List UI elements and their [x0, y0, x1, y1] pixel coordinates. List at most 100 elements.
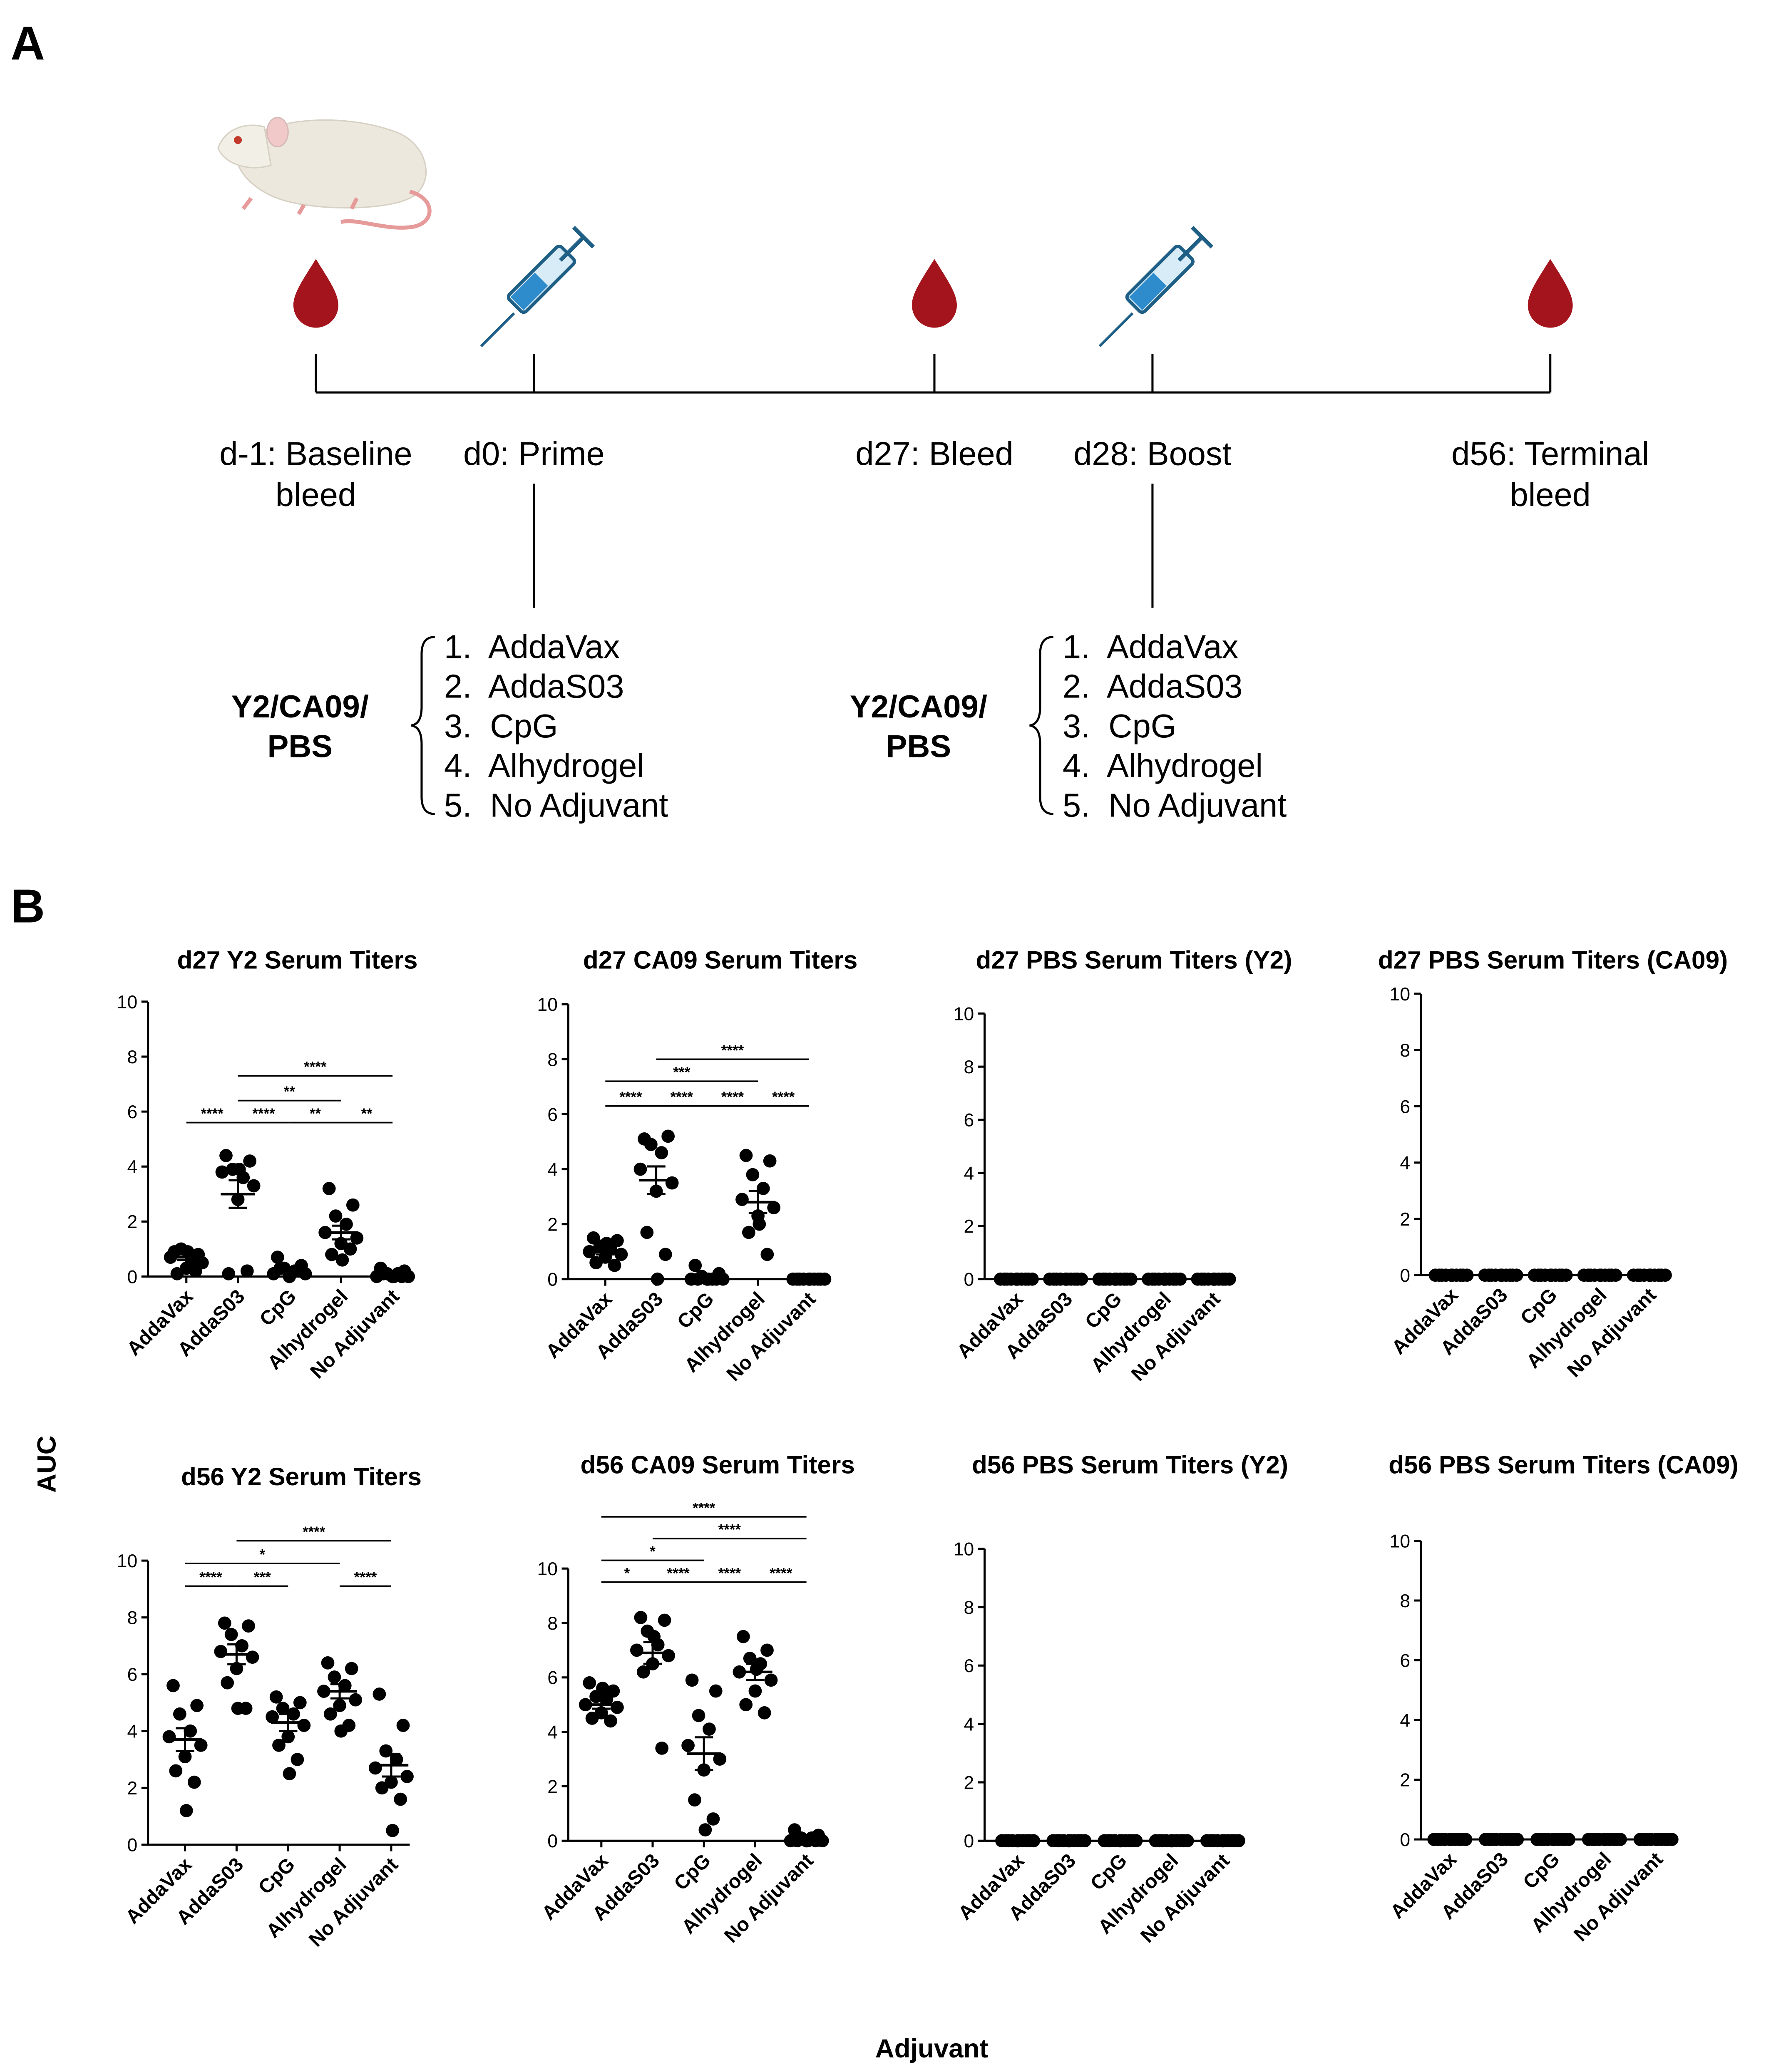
y-tick-label: 2: [547, 1215, 558, 1235]
y-tick-label: 10: [1390, 984, 1410, 1005]
data-point: [658, 1613, 671, 1627]
y-tick-label: 0: [964, 1270, 974, 1290]
y-tick-label: 10: [537, 995, 558, 1015]
data-point: [633, 1162, 647, 1176]
antigen-label: Y2/CA09/: [850, 689, 987, 725]
data-point: [760, 1643, 774, 1657]
significance-label: **: [284, 1084, 296, 1100]
data-point: [345, 1662, 358, 1675]
data-point: [662, 1649, 675, 1663]
data-point: [604, 1714, 617, 1728]
data-point: [742, 1226, 755, 1239]
error-bar: [746, 1663, 765, 1681]
data-point: [630, 1643, 643, 1657]
data-point: [235, 1639, 248, 1653]
chart-title: d27 PBS Serum Titers (CA09): [1378, 946, 1728, 974]
data-point: [368, 1761, 382, 1775]
y-tick-label: 4: [964, 1714, 974, 1735]
y-tick-label: 8: [964, 1598, 974, 1618]
adjuvant-item: 3. CpG: [444, 707, 558, 744]
data-point: [681, 1739, 695, 1752]
data-point: [600, 1237, 614, 1250]
y-tick-label: 10: [954, 1004, 974, 1024]
adjuvant-item: 1. AddaVax: [444, 628, 620, 665]
data-point: [243, 1154, 257, 1168]
significance-label: ****: [199, 1569, 222, 1586]
data-point: [688, 1258, 702, 1272]
data-point: [276, 1702, 290, 1715]
timepoint-label: d28: Boost: [1073, 435, 1232, 472]
y-tick-label: 4: [964, 1163, 974, 1184]
chart-title: d27 Y2 Serum Titers: [177, 946, 418, 974]
plunger: [559, 235, 586, 262]
timepoint-label: bleed: [1510, 476, 1591, 513]
error-bar: [382, 1752, 401, 1778]
blood-drops: [293, 259, 1573, 328]
data-point: [651, 1272, 664, 1286]
significance-label: ***: [673, 1065, 690, 1081]
error-bar: [332, 1224, 350, 1241]
error-bar: [596, 1248, 615, 1256]
data-point: [736, 1630, 750, 1643]
significance-label: ****: [671, 1089, 693, 1105]
data-point: [596, 1682, 609, 1695]
y-tick-label: 6: [1400, 1650, 1410, 1671]
data-point: [647, 1630, 661, 1643]
plunger: [1177, 235, 1204, 262]
data-point: [583, 1676, 596, 1690]
chart-title: d56 CA09 Serum Titers: [581, 1451, 855, 1479]
data-point: [758, 1706, 771, 1720]
panel-label: B: [10, 880, 45, 933]
data-point: [173, 1707, 186, 1721]
error-bar: [748, 1190, 768, 1214]
y-tick-label: 8: [964, 1057, 974, 1077]
blood-drop: [293, 259, 338, 328]
error-bar: [694, 1736, 713, 1771]
data-point: [219, 1149, 233, 1162]
fluid: [510, 273, 548, 310]
chart-title: d56 Y2 Serum Titers: [181, 1462, 422, 1491]
data-point: [396, 1719, 410, 1732]
error-bar: [176, 1727, 194, 1752]
plunger-cap: [572, 226, 595, 249]
error-bar: [279, 1713, 298, 1732]
chart-title: d56 PBS Serum Titers (Y2): [972, 1451, 1288, 1479]
data-point: [706, 1812, 720, 1826]
adjuvant-item: 4. Alhydrogel: [444, 747, 644, 784]
antigen-label: Y2/CA09/: [231, 689, 369, 725]
significance-label: ****: [667, 1565, 690, 1581]
data-point: [655, 1742, 669, 1755]
y-tick-label: 4: [547, 1159, 558, 1180]
data-point: [222, 1267, 236, 1280]
data-point: [189, 1264, 202, 1278]
brace: [411, 635, 435, 815]
data-point: [658, 1248, 672, 1261]
y-tick-label: 8: [127, 1047, 138, 1067]
adjuvant-item: 4. Alhydrogel: [1063, 747, 1263, 784]
chart-title: d27 CA09 Serum Titers: [583, 946, 857, 974]
significance-label: ****: [770, 1565, 792, 1581]
data-point: [346, 1198, 360, 1212]
y-tick-label: 4: [127, 1157, 138, 1177]
significance-label: ****: [693, 1500, 715, 1516]
x-axis-label: Adjuvant: [875, 2034, 989, 2063]
data-point: [764, 1673, 778, 1687]
syringes: [480, 226, 1214, 347]
data-point: [692, 1709, 705, 1722]
antigen-label: PBS: [267, 729, 333, 764]
error-bar: [797, 1835, 816, 1841]
data-point: [323, 1707, 337, 1721]
data-point: [767, 1201, 781, 1214]
adjuvant-item: 2. AddaS03: [1063, 668, 1243, 705]
data-point: [338, 1679, 352, 1692]
significance-label: ****: [772, 1089, 795, 1105]
data-point: [739, 1149, 753, 1162]
data-point: [335, 1253, 349, 1267]
y-tick-label: 2: [1400, 1209, 1410, 1230]
data-point: [655, 1146, 668, 1159]
antigen-label: PBS: [886, 729, 951, 764]
significance-label: *: [624, 1565, 630, 1581]
data-point: [390, 1753, 403, 1766]
data-point: [221, 1676, 234, 1690]
